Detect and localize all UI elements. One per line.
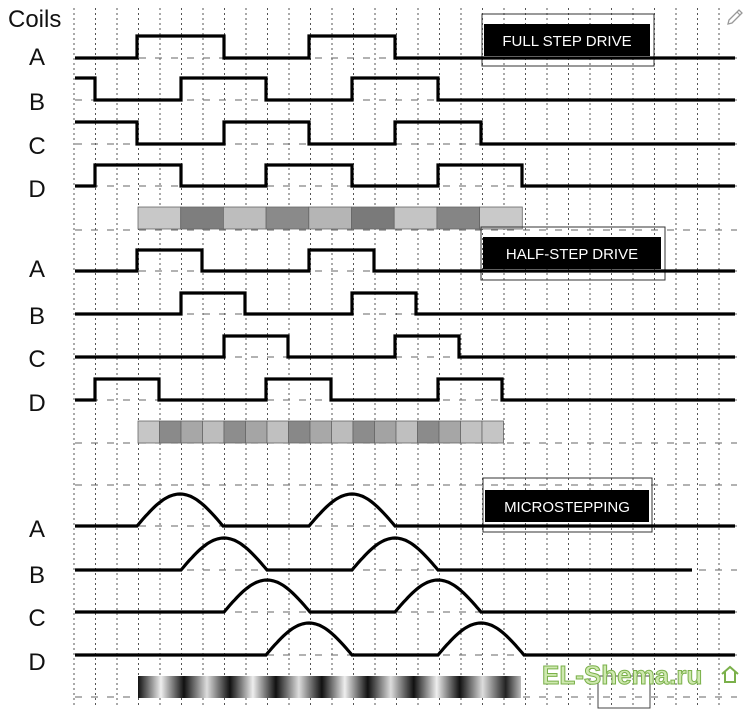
step-cell — [438, 420, 461, 444]
waveform-c — [75, 334, 735, 359]
coils-header: Coils — [8, 6, 61, 33]
step-cell — [309, 420, 332, 444]
title-box — [484, 24, 650, 56]
step-cell — [479, 206, 523, 230]
step-cell — [223, 420, 246, 444]
step-cell — [481, 420, 504, 444]
step-cell — [180, 420, 203, 444]
title-frame — [481, 13, 655, 67]
step-sequence-bar — [137, 420, 504, 444]
waveform-b — [75, 76, 735, 102]
section-title: FULL STEP DRIVE — [502, 33, 631, 50]
coil-label-d: D — [28, 176, 45, 203]
pencil-icon[interactable] — [727, 9, 743, 25]
step-cell — [137, 420, 160, 444]
coil-label-d: D — [28, 390, 45, 417]
step-cell — [288, 420, 311, 444]
step-cell — [222, 206, 267, 230]
coil-label-d: D — [28, 649, 45, 676]
watermark-text: EL-Shema.ru — [542, 660, 702, 690]
waveform-a — [75, 492, 735, 528]
step-cell — [417, 420, 440, 444]
step-cell — [352, 420, 375, 444]
section-half-step: HALF-STEP DRIVE A B C D — [28, 226, 735, 444]
title-frame — [480, 226, 666, 281]
waveform-b — [75, 536, 692, 572]
coil-label-b: B — [29, 562, 45, 589]
step-cell — [331, 420, 354, 444]
section-microstepping: MICROSTEPPING A B C D — [28, 477, 735, 698]
section-title: MICROSTEPPING — [504, 499, 630, 516]
step-cell — [351, 206, 395, 230]
coil-label-a: A — [29, 516, 45, 543]
step-cell — [265, 206, 310, 230]
coil-label-c: C — [28, 346, 45, 373]
section-full-step: FULL STEP DRIVE A B C D — [28, 13, 735, 230]
waveform-b — [75, 291, 735, 316]
step-cell — [308, 206, 352, 230]
step-cell — [436, 206, 480, 230]
step-cell — [159, 420, 182, 444]
step-cell — [393, 206, 438, 230]
step-sequence-bar — [137, 206, 523, 230]
step-cell — [202, 420, 225, 444]
coil-label-b: B — [29, 303, 45, 330]
step-cell — [374, 420, 397, 444]
watermark-logo: EL-Shema.ru — [542, 660, 739, 709]
step-cell — [266, 420, 289, 444]
coil-label-a: A — [29, 256, 45, 283]
waveform-d — [75, 377, 735, 402]
step-cell — [180, 206, 224, 230]
home-icon — [721, 665, 739, 683]
title-frame — [482, 477, 653, 533]
coil-label-c: C — [28, 605, 45, 632]
coil-label-a: A — [29, 44, 45, 71]
waveform-c — [75, 578, 735, 614]
step-cell — [460, 420, 483, 444]
coil-label-b: B — [29, 89, 45, 116]
waveform-d — [75, 621, 735, 657]
waveform-d — [75, 163, 735, 188]
microstep-bar — [138, 676, 521, 698]
waveform-a — [75, 34, 735, 60]
step-cell — [245, 420, 268, 444]
coil-label-c: C — [28, 133, 45, 160]
step-cell — [395, 420, 418, 444]
step-cell — [137, 206, 182, 230]
section-title: HALF-STEP DRIVE — [506, 246, 638, 263]
title-box — [483, 237, 661, 269]
waveform-a — [75, 248, 735, 273]
waveform-c — [75, 120, 735, 146]
title-box — [485, 490, 649, 522]
